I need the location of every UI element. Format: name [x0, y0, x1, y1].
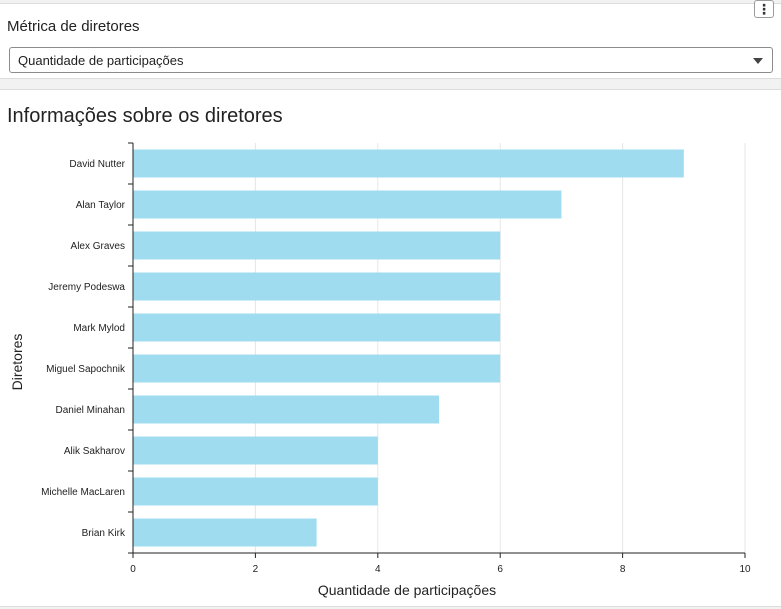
y-tick-label: Daniel Minahan [56, 405, 126, 416]
x-axis-title: Quantidade de participações [318, 582, 496, 598]
y-axis: David Nutter Alan Taylor Alex Graves Jeremy… [41, 142, 134, 554]
metric-select-value: Quantidade de participações [18, 53, 184, 68]
x-tick-label: 8 [620, 564, 626, 575]
bar[interactable] [133, 313, 501, 342]
y-tick-label: Alik Sakharov [64, 446, 125, 457]
y-tick-label: Mark Mylod [73, 323, 125, 334]
bar[interactable] [133, 190, 562, 219]
x-tick-label: 4 [375, 564, 381, 575]
y-tick-label: Jeremy Podeswa [48, 282, 125, 293]
bar[interactable] [133, 518, 317, 547]
bar[interactable] [133, 149, 684, 178]
x-tick-label: 0 [130, 564, 136, 575]
chevron-down-icon [753, 58, 763, 64]
y-axis-title: Diretores [9, 334, 25, 391]
bar[interactable] [133, 272, 501, 301]
bar[interactable] [133, 354, 501, 383]
metric-filter-panel: Métrica de diretores ⋮ Quantidade de par… [0, 0, 781, 79]
x-tick-label: 2 [253, 564, 259, 575]
metric-select[interactable]: Quantidade de participações [9, 47, 773, 73]
bar[interactable] [133, 231, 501, 260]
bar[interactable] [133, 477, 378, 506]
y-tick-label: Alan Taylor [76, 200, 126, 211]
more-vertical-icon: ⋮ [757, 1, 771, 17]
chart-title: Informações sobre os diretores [7, 105, 283, 127]
bar[interactable] [133, 395, 439, 424]
x-tick-label: 6 [497, 564, 503, 575]
bar[interactable] [133, 436, 378, 465]
y-tick-label: Michelle MacLaren [41, 487, 125, 498]
bar-chart: David Nutter Alan Taylor Alex Graves Jeremy… [9, 142, 751, 598]
x-tick-label: 10 [739, 564, 751, 575]
metric-label: Métrica de diretores [7, 18, 140, 35]
more-options-button[interactable]: ⋮ [754, 0, 774, 18]
y-tick-label: Brian Kirk [82, 528, 126, 539]
y-tick-label: David Nutter [69, 159, 125, 170]
y-tick-label: Miguel Sapochnik [46, 364, 126, 375]
y-tick-label: Alex Graves [71, 241, 125, 252]
x-axis: 0 2 4 6 8 10 [130, 552, 751, 575]
chart-bars [133, 149, 684, 547]
chart-panel: Informações sobre os diretores David Nut… [0, 89, 781, 607]
